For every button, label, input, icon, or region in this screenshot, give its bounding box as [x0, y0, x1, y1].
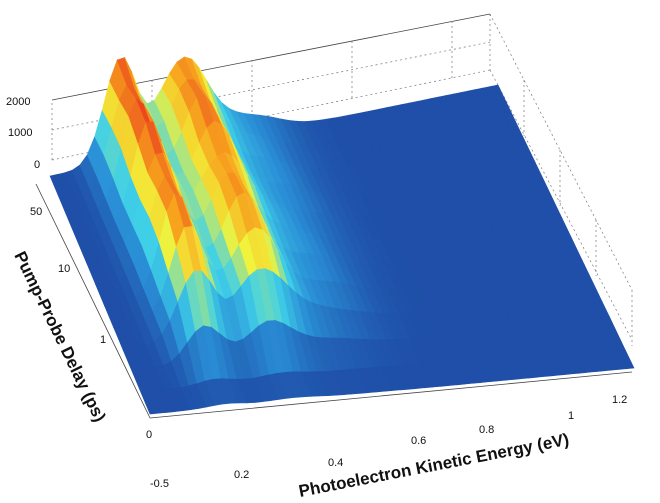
y-tick-label: 10: [58, 263, 70, 275]
x-tick-label: 0.8: [479, 424, 494, 436]
z-tick-label: 0: [34, 159, 40, 171]
surface-patch: [613, 341, 635, 370]
x-tick-label: 1: [568, 410, 574, 422]
front-frame: [35, 183, 633, 419]
z-tick-label: 1000: [8, 127, 32, 139]
x-tick-label: 1.2: [612, 394, 627, 406]
x-tick-label: 0.4: [328, 457, 343, 469]
y-tick-label: 0: [146, 429, 152, 441]
y-tick-label: -0.5: [150, 478, 169, 490]
z-tick-label: 2000: [6, 96, 30, 108]
x-tick-label: 0.6: [411, 435, 426, 447]
surface-mesh: [49, 56, 635, 415]
x-tick-label: 0.2: [234, 469, 249, 481]
x-axis: 0.2 0.4 0.6 0.8 1 1.2 Photoelectron Kine…: [234, 394, 627, 501]
y-tick-label: 50: [30, 206, 42, 218]
y-tick-label: 1: [100, 334, 106, 346]
z-axis: 2000 1000 0: [6, 96, 40, 171]
